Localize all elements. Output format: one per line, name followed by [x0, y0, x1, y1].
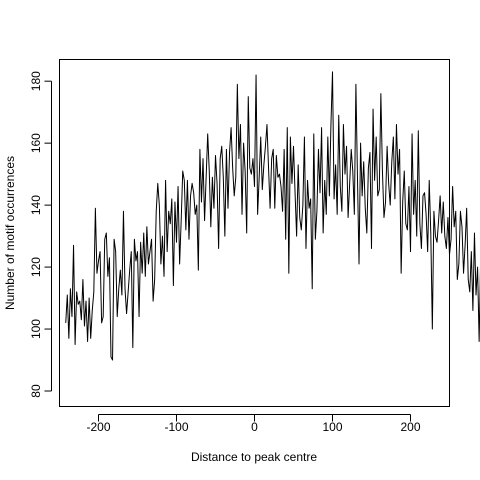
y-tick-label: 180	[29, 71, 43, 91]
x-tick-label: -100	[164, 420, 188, 434]
y-axis-label: Number of motif occurrences	[3, 156, 17, 310]
series-layer	[65, 71, 480, 361]
x-tick-label: -200	[86, 420, 110, 434]
x-axis-label: Distance to peak centre	[191, 450, 317, 464]
y-tick-label: 140	[29, 195, 43, 215]
x-tick-label: 100	[322, 420, 342, 434]
x-axis: -200 -100 0 100 200	[86, 414, 421, 434]
y-tick-label: 160	[29, 133, 43, 153]
y-tick-label: 120	[29, 257, 43, 277]
x-tick-label: 200	[400, 420, 420, 434]
plot-frame	[59, 59, 450, 407]
y-tick-label: 100	[29, 319, 43, 339]
y-tick-label: 80	[29, 384, 43, 398]
y-axis: 80 100 120 140 160 180	[29, 71, 52, 398]
series-line	[65, 71, 480, 361]
x-tick-label: 0	[251, 420, 258, 434]
